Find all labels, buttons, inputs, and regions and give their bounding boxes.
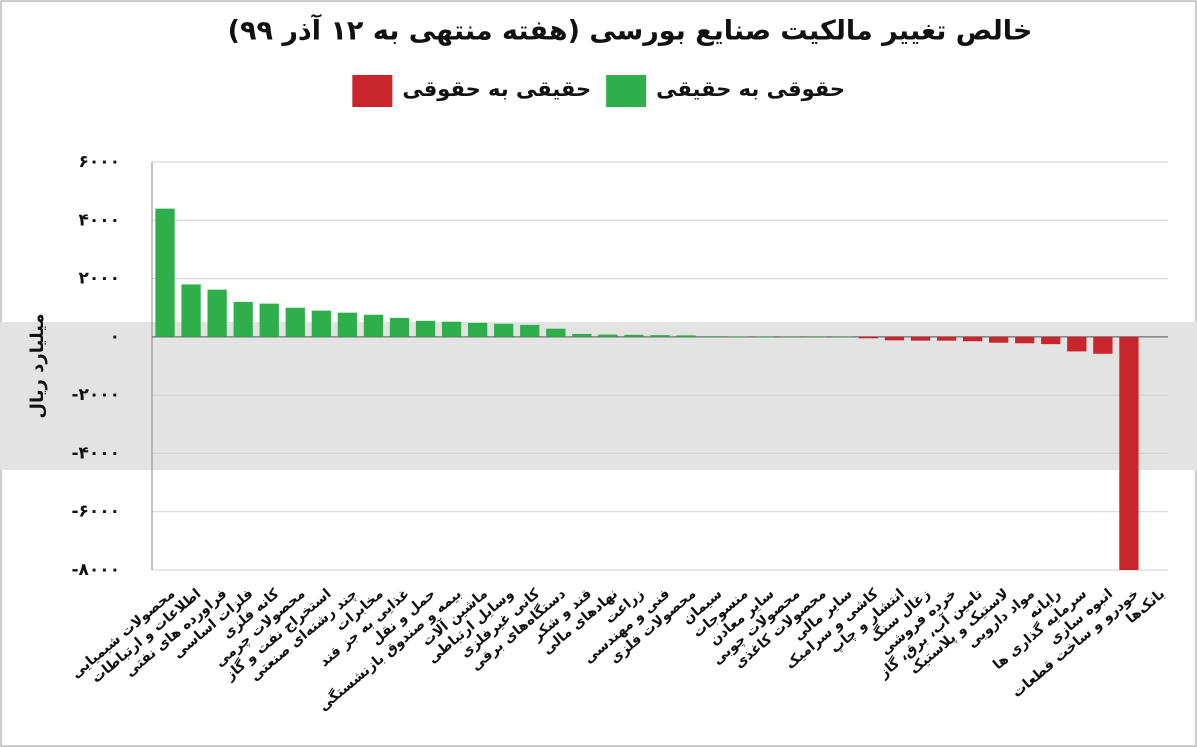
bar [520,324,540,337]
bar [832,336,852,338]
bar [962,336,983,342]
y-tick-label: ۲۰۰۰ [78,269,120,289]
bar [1015,336,1035,344]
bar [441,321,462,337]
bar [337,312,358,337]
bar [1067,336,1087,352]
bar [676,335,696,337]
bar [494,323,514,337]
legend-swatch [352,75,393,107]
bar [884,336,905,341]
bar [363,314,384,337]
bar [207,289,227,337]
bar [1041,336,1061,345]
bar [259,303,279,337]
bar [546,328,566,337]
bar [910,336,931,341]
bar [936,336,957,341]
bar [285,307,305,337]
y-axis-label: میلیارد ریال [27,313,48,418]
bar [181,284,201,337]
bar [624,334,644,337]
bar [468,322,488,337]
bar [702,336,722,337]
legend-label: حقیقی به حقوقی [402,77,591,101]
y-tick-label: ۶۰۰۰ [78,152,120,172]
bar [989,336,1009,343]
bar [728,336,748,338]
y-tick-label: -۴۰۰۰ [71,443,120,463]
chart-title: خالص تغییر مالکیت صنایع بورسی (هفته منته… [228,14,1033,47]
bar [415,320,436,337]
watermark-band [0,322,1197,470]
bar [311,310,331,337]
bar [780,336,800,338]
y-tick-label: ۴۰۰۰ [78,210,120,230]
bar [572,333,592,337]
y-tick-label: ۰ [110,327,120,347]
bar [1093,336,1113,354]
bar [155,208,175,337]
bar [650,335,670,337]
bar [806,336,826,338]
bar [754,336,774,338]
bar [233,301,253,337]
y-tick-label: -۲۰۰۰ [71,385,120,405]
legend-label: حقوقی به حقیقی [656,77,845,101]
y-tick-label: -۶۰۰۰ [71,502,120,522]
bar [598,334,618,337]
bar [1119,336,1139,570]
legend-swatch [606,75,647,107]
bar [858,336,879,339]
bar [389,317,410,337]
y-tick-label: -۸۰۰۰ [71,560,120,580]
